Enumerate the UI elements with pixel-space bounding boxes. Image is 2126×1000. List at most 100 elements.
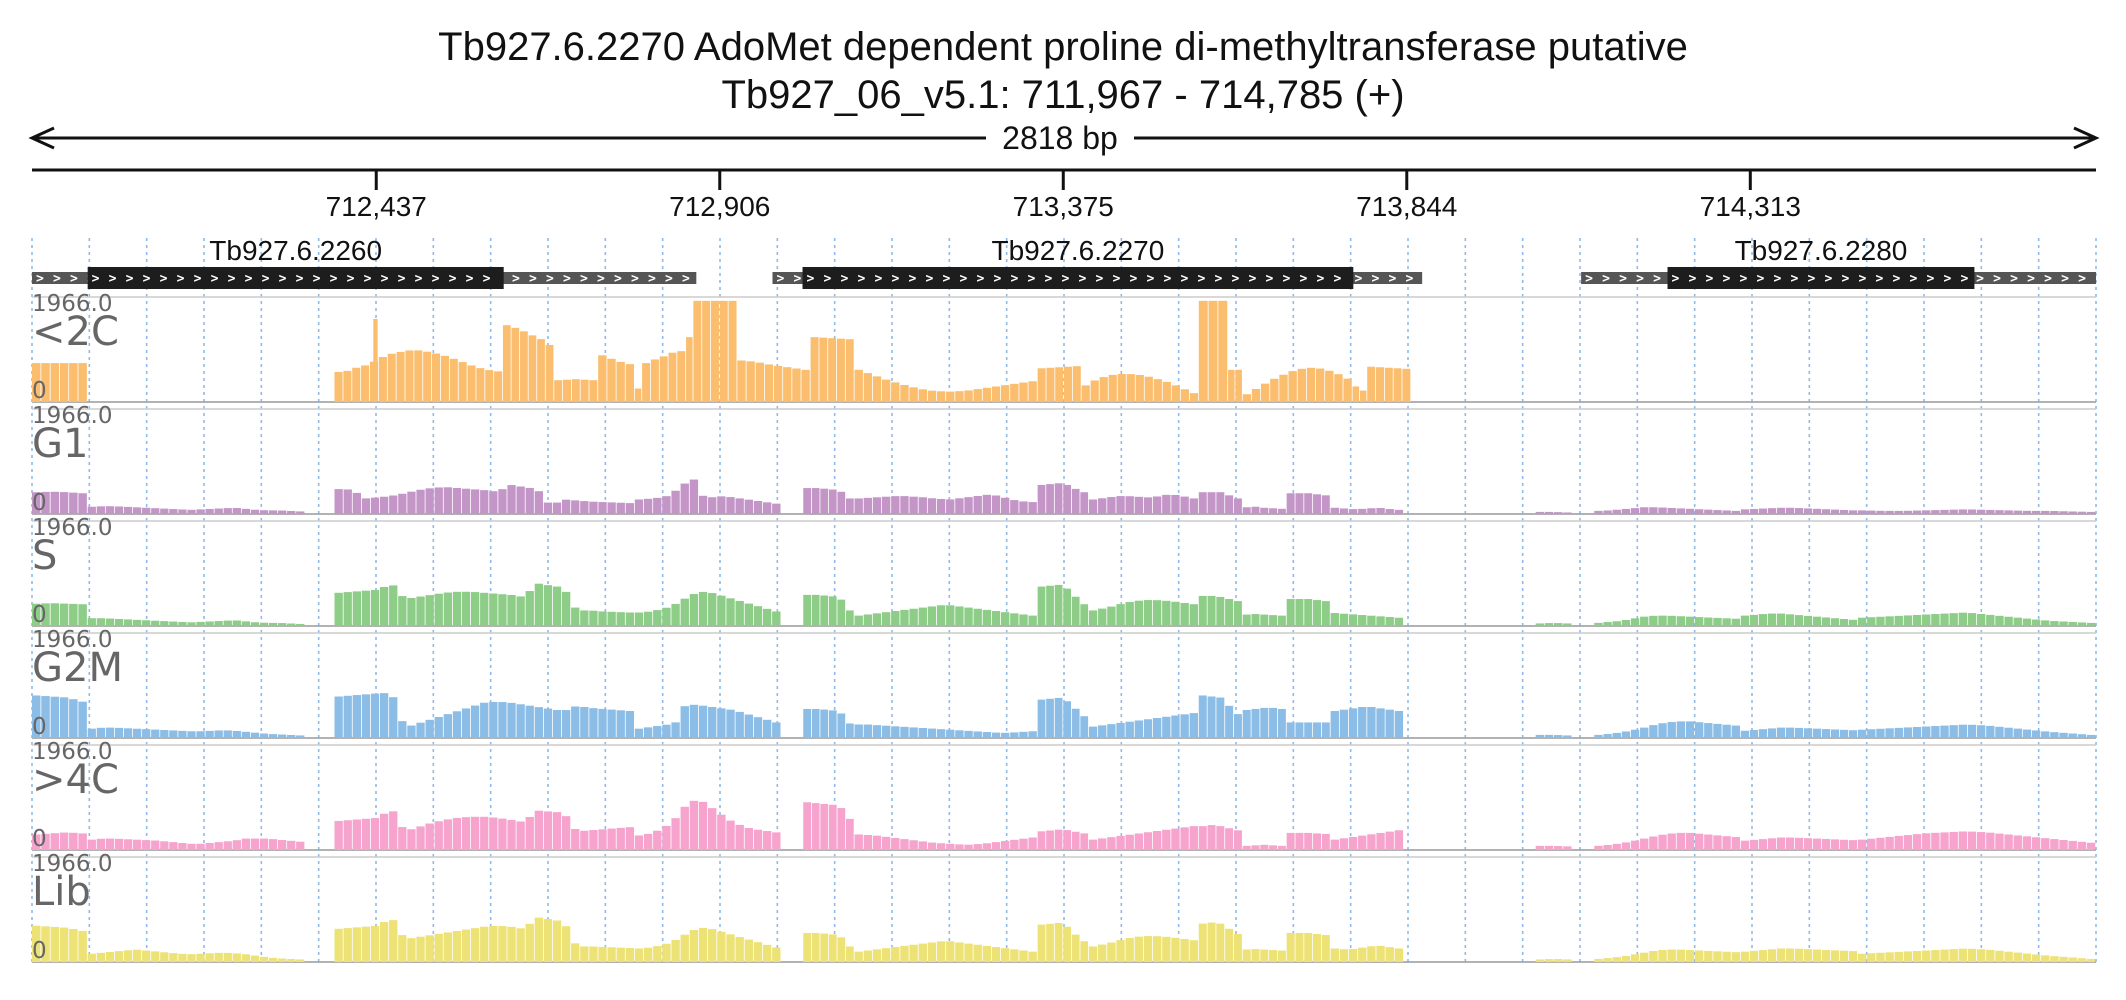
coverage-bar	[151, 729, 160, 738]
coverage-bar	[1055, 367, 1064, 402]
coverage-bar	[214, 730, 223, 738]
coverage-bar	[334, 820, 343, 850]
coverage-bar	[1010, 949, 1019, 962]
coverage-bar	[1903, 727, 1913, 738]
coverage-bar	[443, 819, 452, 850]
coverage-bar	[443, 487, 452, 514]
coverage-bar	[1830, 509, 1840, 514]
coverage-bar	[1251, 388, 1261, 402]
coverage-bar	[1153, 379, 1162, 402]
coverage-bar	[973, 608, 982, 626]
coverage-bar	[598, 502, 607, 514]
coverage-bar	[1376, 945, 1385, 962]
coverage-bar	[1857, 953, 1867, 962]
strand-chevron-icon: >	[1859, 272, 1867, 287]
coverage-bar	[452, 591, 462, 626]
coverage-bar	[1839, 950, 1849, 962]
coverage-bar	[87, 506, 96, 514]
coverage-bar	[1321, 495, 1330, 514]
coverage-bar	[1313, 722, 1322, 738]
coverage-bar	[1603, 510, 1612, 514]
coverage-bar	[1189, 826, 1198, 850]
coverage-bar	[772, 503, 781, 514]
strand-chevron-icon: >	[2078, 272, 2086, 287]
coverage-bar	[296, 623, 305, 626]
coverage-bar	[653, 946, 662, 962]
coverage-bar	[87, 618, 96, 626]
coverage-bar	[625, 827, 634, 850]
coverage-bar	[389, 697, 398, 738]
coverage-bar	[1803, 615, 1813, 626]
coverage-bar	[811, 488, 820, 514]
coverage-bar	[1876, 510, 1885, 514]
coverage-bar	[671, 818, 680, 850]
strand-chevron-icon: >	[1976, 272, 1984, 287]
coverage-bar	[1385, 709, 1394, 738]
coverage-bar	[607, 709, 616, 738]
coverage-bar	[698, 495, 708, 514]
strand-chevron-icon: >	[245, 272, 253, 287]
coverage-bar	[1640, 838, 1649, 850]
coverage-bar	[1339, 613, 1349, 626]
strand-chevron-icon: >	[1653, 272, 1661, 287]
coverage-bar	[379, 813, 389, 850]
coverage-bar	[223, 620, 232, 626]
coverage-bar	[762, 719, 772, 738]
strand-chevron-icon: >	[1993, 272, 2001, 287]
coverage-bar	[407, 597, 416, 626]
coverage-bar	[278, 734, 287, 738]
coverage-bar	[498, 818, 507, 850]
coverage-bar	[728, 300, 737, 402]
coverage-bar	[2041, 620, 2050, 626]
strand-chevron-icon: >	[1147, 272, 1155, 287]
coverage-bar	[105, 838, 115, 850]
coverage-bar	[343, 695, 352, 738]
coverage-bar	[1269, 615, 1278, 626]
coverage-bar	[837, 599, 846, 626]
strand-chevron-icon: >	[1371, 272, 1379, 287]
coverage-bar	[698, 801, 708, 850]
coverage-bar	[1740, 509, 1749, 514]
coverage-bar	[735, 824, 744, 850]
coverage-bar	[881, 725, 891, 738]
coverage-bar	[361, 818, 371, 850]
coverage-bar	[936, 498, 946, 514]
strand-chevron-icon: >	[1096, 272, 1104, 287]
coverage-bar	[810, 337, 819, 402]
coverage-bar	[1376, 832, 1385, 850]
coverage-bar	[379, 922, 389, 962]
strand-chevron-icon: >	[1317, 272, 1325, 287]
coverage-bar	[1785, 727, 1795, 738]
coverage-bar	[909, 387, 918, 402]
coverage-bar	[717, 814, 726, 850]
coverage-bar	[214, 842, 223, 850]
coverage-bar	[1986, 949, 1995, 962]
coverage-bar	[1876, 728, 1885, 738]
coverage-bar	[41, 926, 50, 962]
axis-tick-label: 712,906	[669, 191, 770, 222]
coverage-bar	[1134, 720, 1144, 738]
coverage-bar	[1037, 586, 1046, 626]
coverage-bar	[1630, 954, 1640, 962]
coverage-bar	[1376, 367, 1385, 402]
coverage-bar	[1976, 832, 1986, 850]
strand-chevron-icon: >	[1232, 272, 1240, 287]
coverage-bar	[1912, 726, 1922, 738]
coverage-bar	[123, 619, 133, 626]
coverage-bar	[361, 498, 371, 514]
coverage-bar	[1931, 950, 1940, 962]
coverage-bar	[1785, 614, 1795, 626]
coverage-bar	[1367, 946, 1376, 962]
coverage-bar	[1563, 512, 1572, 514]
strand-chevron-icon: >	[364, 272, 372, 287]
coverage-bar	[461, 488, 471, 514]
coverage-bar	[1767, 613, 1777, 626]
coverage-bar	[1776, 507, 1786, 514]
coverage-bar	[1767, 728, 1777, 738]
coverage-bar	[334, 928, 343, 962]
coverage-bar	[918, 943, 927, 962]
coverage-bar	[1958, 612, 1968, 626]
coverage-bar	[1339, 949, 1349, 962]
strand-chevron-icon: >	[793, 272, 801, 287]
coverage-bar	[1640, 952, 1649, 962]
